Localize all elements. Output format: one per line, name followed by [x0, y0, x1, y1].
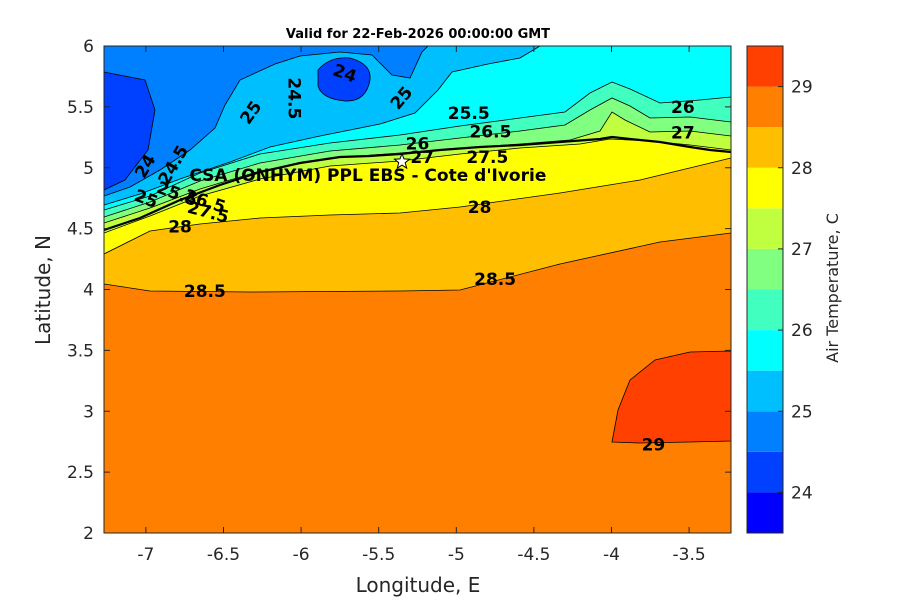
region-24-24-5-west: [104, 71, 156, 191]
colorbar-swatch: [747, 330, 783, 371]
colorbar-tick-label: 29: [791, 78, 813, 98]
y-tick-label: 6: [83, 37, 94, 57]
x-tick-label: -4.5: [517, 545, 550, 565]
contour-label: 28.5: [184, 282, 226, 302]
colorbar-swatch: [747, 46, 783, 87]
colorbar-swatch: [747, 411, 783, 452]
y-axis: 2 2.5 3 3.5 4 4.5 5 5.5 6: [67, 37, 731, 544]
y-tick-label: 3: [83, 402, 94, 422]
contour-label: 28.5: [474, 270, 516, 290]
x-tick-label: -3.5: [673, 545, 706, 565]
site-marker-star: [393, 152, 411, 170]
y-tick-label: 2.5: [67, 463, 94, 483]
colorbar-frame: [746, 45, 784, 534]
coastline: [104, 135, 731, 232]
colorbar-tick-label: 26: [791, 321, 813, 341]
colorbar-swatch: [747, 248, 783, 290]
colorbar-swatch: [747, 167, 783, 209]
contour-plot-area: [104, 46, 731, 533]
colorbar-tick-label: 27: [791, 240, 813, 260]
x-tick-label: -5: [448, 545, 465, 565]
y-tick-label: 4.5: [67, 220, 94, 240]
colorbar-swatch: [747, 86, 783, 128]
region-24-5-25: [104, 46, 429, 197]
colorbar: 24 25 26 27 28 29: [746, 45, 813, 534]
contour-label: 28: [168, 217, 192, 237]
contour-label: 24.5: [283, 77, 303, 119]
contour-label: 28: [468, 198, 492, 218]
y-tick-label: 5.5: [67, 98, 94, 118]
colorbar-tick-label: 24: [791, 483, 813, 503]
contour-label: 27: [671, 124, 695, 144]
region-29-29-5: [611, 350, 731, 444]
contour-label: 26.5: [469, 122, 511, 142]
chart-title: Valid for 22-Feb-2026 00:00:00 GMT: [286, 27, 550, 42]
y-tick-label: 4: [83, 281, 94, 301]
colorbar-label: Air Temperature, C: [823, 213, 842, 363]
chart-annotations: CSA (ONHYM) PPL EBS - Cote d'Ivorie: [189, 152, 546, 186]
x-tick-label: -6.5: [207, 545, 240, 565]
x-axis-label: Longitude, E: [356, 573, 481, 597]
contour-label: 27: [410, 148, 434, 168]
colorbar-tick-label: 28: [791, 159, 813, 179]
x-axis: -7 -6.5 -6 -5.5 -5 -4.5 -4 -3.5: [137, 46, 706, 565]
contour-label: 26: [406, 135, 430, 155]
site-annotation: CSA (ONHYM) PPL EBS - Cote d'Ivorie: [189, 166, 546, 186]
contour-label: 26: [671, 98, 695, 118]
colorbar-tick-label: 25: [791, 402, 813, 422]
colorbar-swatch: [747, 208, 783, 249]
region-24-24-5-central: [317, 57, 371, 102]
colorbar-swatch: [747, 451, 783, 493]
contour-label: 29: [642, 435, 666, 455]
contour-label: 25.5: [448, 104, 490, 124]
x-tick-label: -4: [603, 545, 620, 565]
y-axis-label: Latitude, N: [31, 235, 55, 345]
x-tick-label: -5.5: [362, 545, 395, 565]
colorbar-swatch: [747, 492, 783, 533]
colorbar-swatch: [747, 289, 783, 331]
x-tick-label: -7: [137, 545, 154, 565]
colorbar-swatch: [747, 370, 783, 412]
x-tick-label: -6: [293, 545, 310, 565]
y-tick-label: 3.5: [67, 341, 94, 361]
colorbar-swatch: [747, 127, 783, 168]
y-tick-label: 2: [83, 524, 94, 544]
contour-label: 27.5: [466, 148, 508, 168]
y-tick-label: 5: [83, 159, 94, 179]
